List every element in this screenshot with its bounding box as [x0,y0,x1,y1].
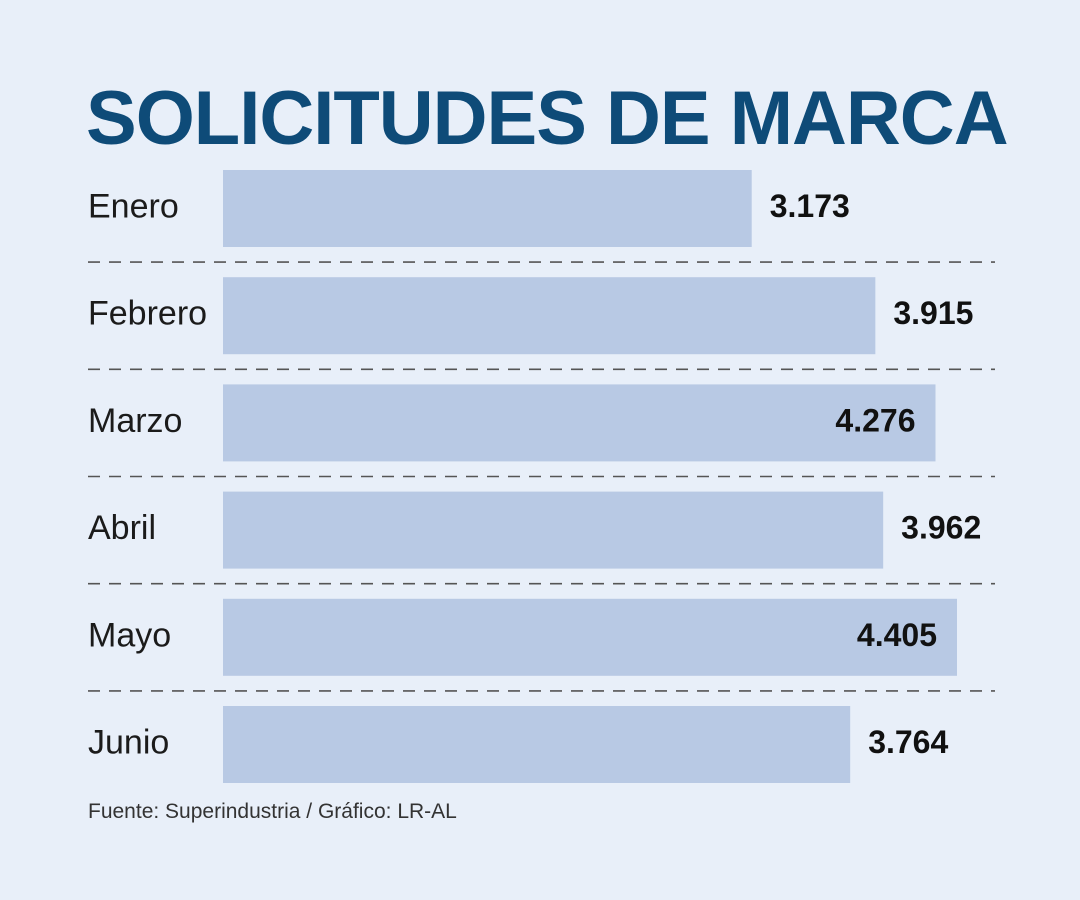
bar-abril [223,491,884,569]
value-label: 4.405 [857,617,937,653]
bar-enero [223,170,752,247]
chart-title: SOLICITUDES DE MARCA [86,76,1009,161]
category-label: Mayo [88,616,171,654]
category-label: Marzo [88,402,182,440]
bar-febrero [223,277,876,355]
bar-marzo [223,384,936,462]
value-label: 3.764 [868,724,948,760]
category-label: Enero [88,187,179,225]
category-label: Junio [88,723,169,761]
bar-mayo [223,598,957,676]
value-label: 3.173 [770,188,850,224]
value-label: 4.276 [835,402,915,438]
category-label: Febrero [88,295,207,333]
category-label: Abril [88,509,156,547]
bar-junio [223,706,851,783]
value-label: 3.915 [893,295,973,331]
source-note: Fuente: Superindustria / Gráfico: LR-AL [88,800,457,823]
value-label: 3.962 [901,510,981,546]
